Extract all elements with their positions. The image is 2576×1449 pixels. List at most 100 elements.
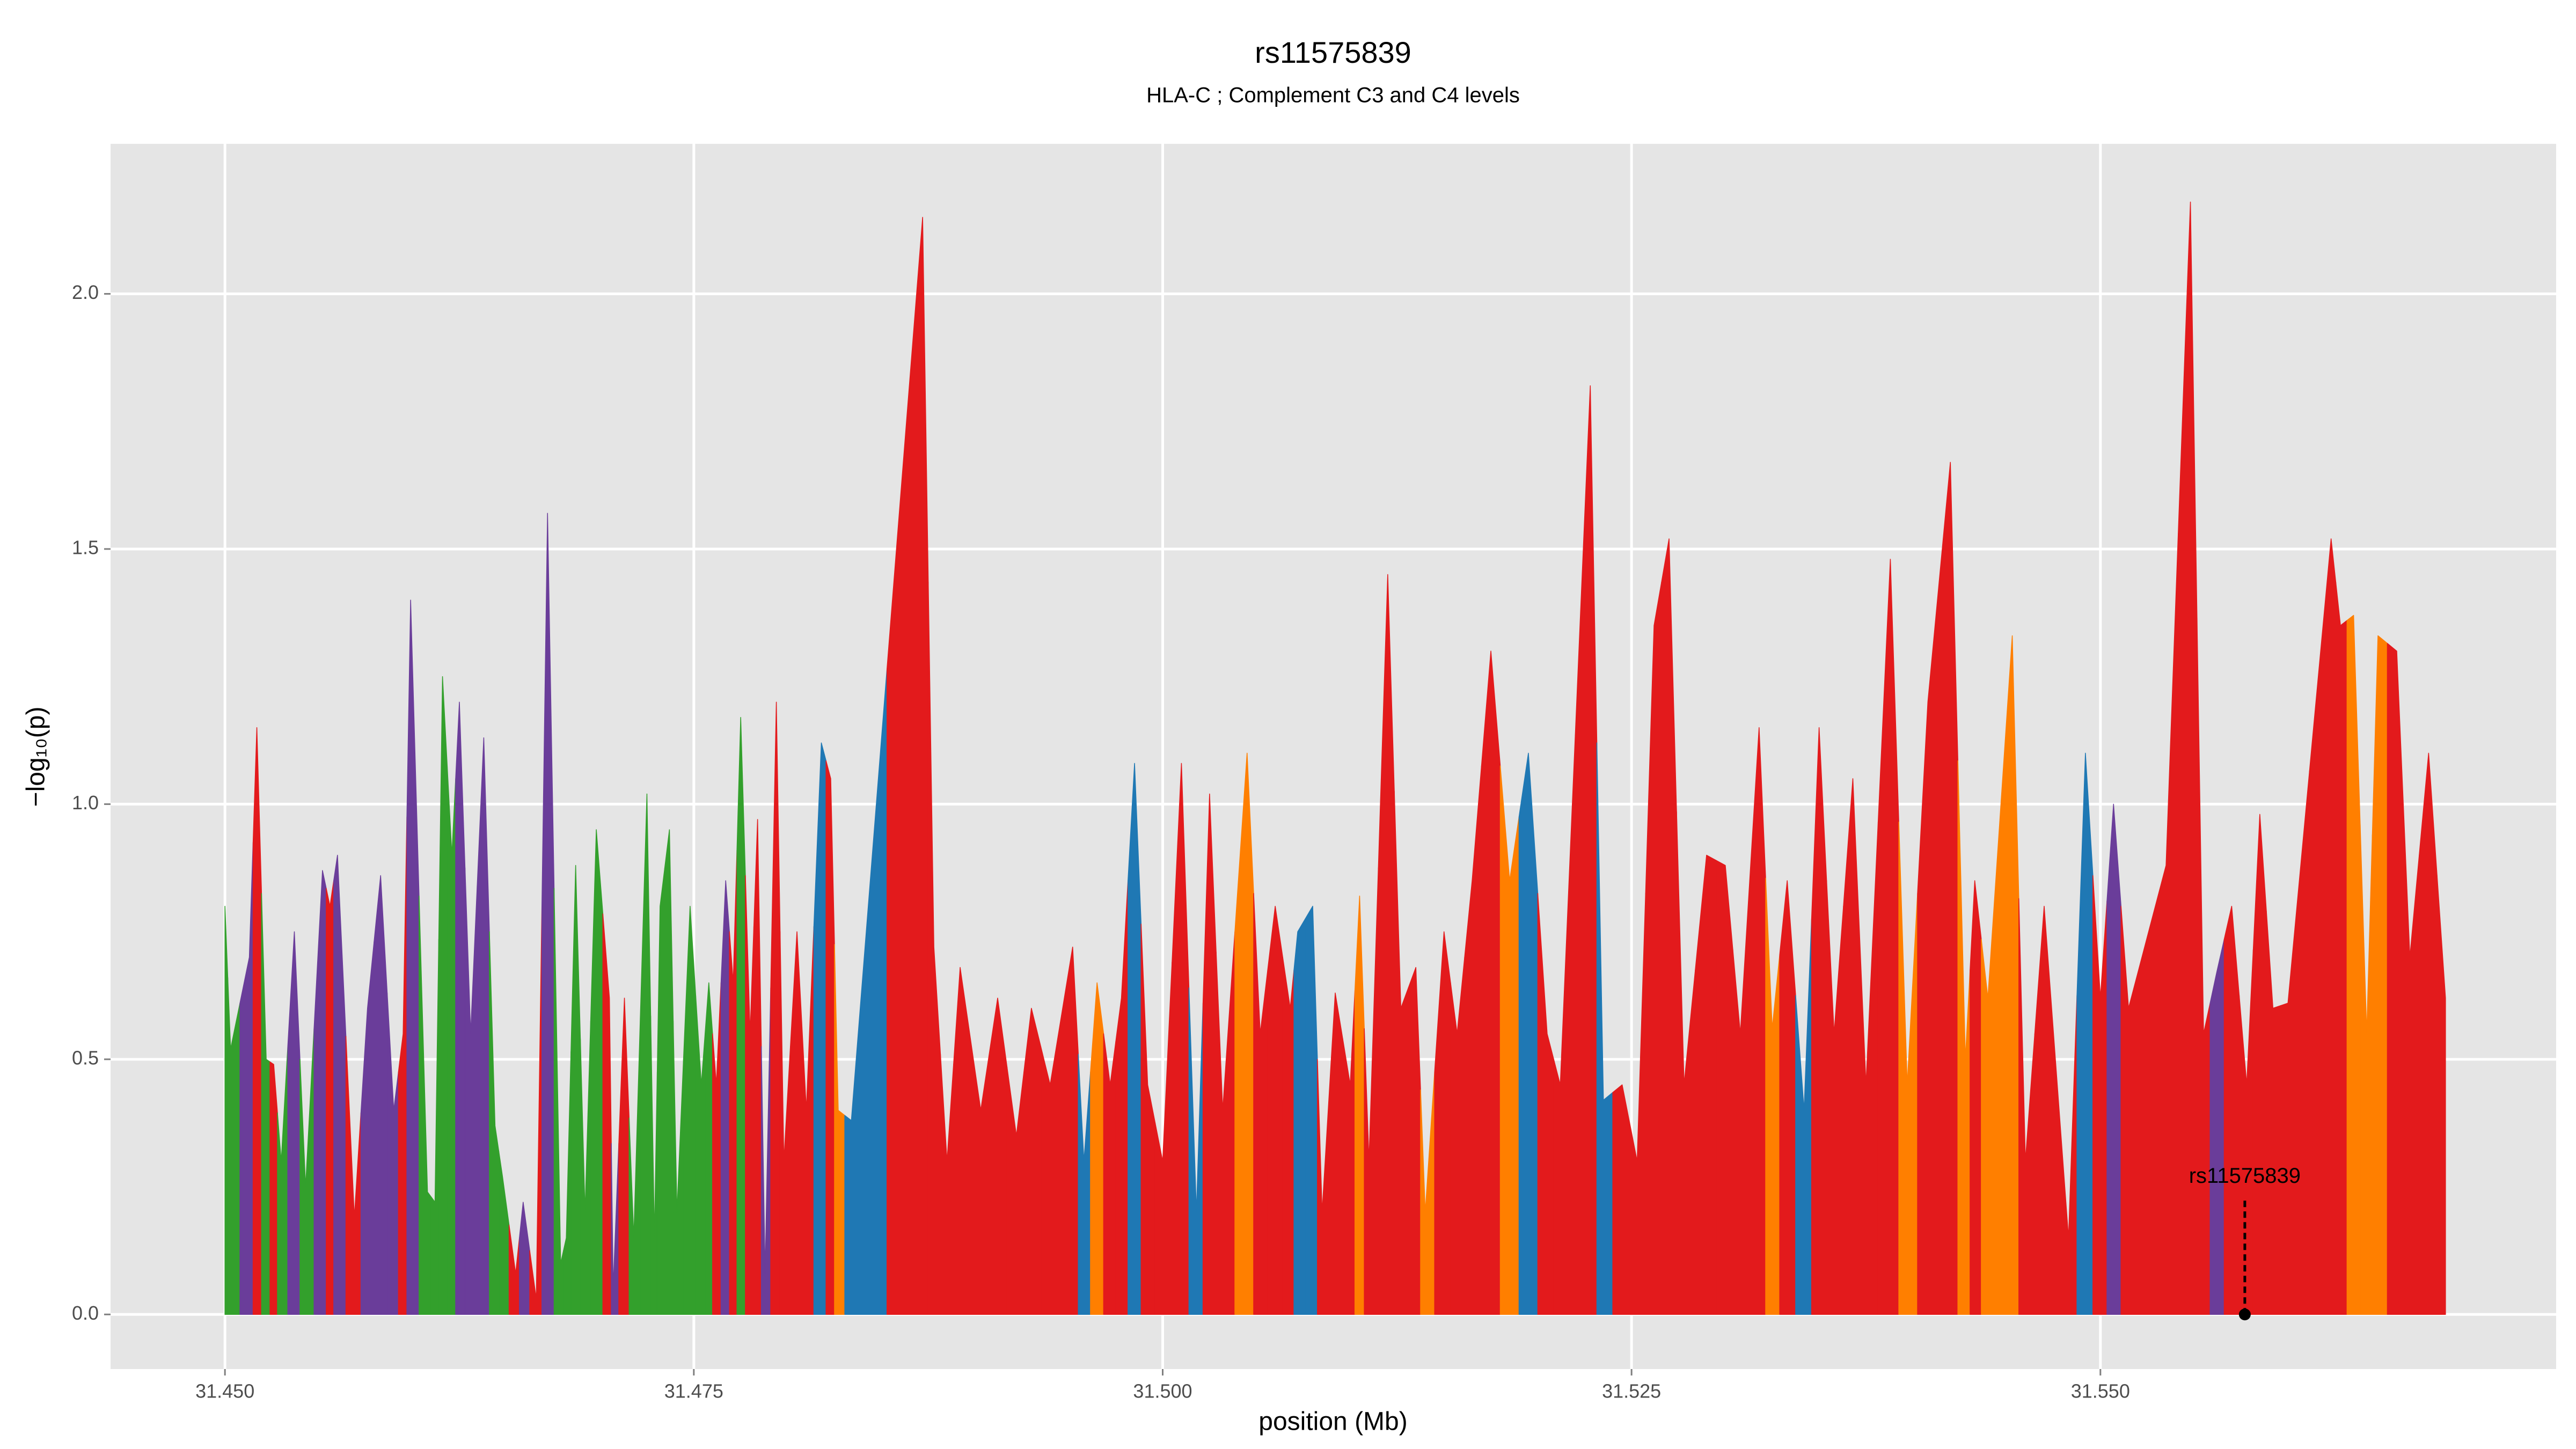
area-segment: [1293, 918, 1306, 1315]
area-segment: [360, 941, 375, 1315]
area-segment: [2076, 752, 2094, 1315]
area-segment: [1732, 880, 1751, 1315]
area-segment: [618, 997, 630, 1315]
y-tick-label: 0.0: [72, 1302, 99, 1324]
area-segment: [326, 880, 334, 1315]
area-segment: [498, 1151, 510, 1315]
area-segment: [1040, 1015, 1062, 1315]
area-segment: [455, 701, 466, 1315]
area-segment: [790, 931, 802, 1315]
area-segment: [940, 1053, 954, 1315]
area-segment: [2178, 201, 2198, 1315]
area-segment: [2252, 814, 2267, 1315]
area-segment: [1795, 918, 1812, 1315]
area-segment: [1154, 962, 1173, 1315]
area-segment: [2018, 898, 2036, 1315]
area-segment: [1645, 582, 1662, 1315]
area-segment: [745, 875, 755, 1315]
area-segment: [695, 995, 706, 1315]
area-segment: [1378, 574, 1395, 1315]
area-segment: [1877, 559, 1899, 1315]
area-segment: [729, 850, 737, 1315]
x-axis-label: position (Mb): [1258, 1408, 1407, 1436]
area-segment: [438, 676, 448, 1315]
area-segment: [570, 865, 581, 1315]
area-segment: [2403, 803, 2420, 1315]
area-segment: [563, 1051, 572, 1315]
area-segment: [1898, 821, 1918, 1315]
area-segment: [508, 1225, 520, 1315]
area-segment: [2387, 643, 2404, 1315]
area-segment: [1450, 956, 1465, 1315]
y-tick-label: 0.5: [72, 1046, 99, 1069]
area-segment: [419, 895, 432, 1315]
area-segment: [1779, 880, 1796, 1315]
area-segment: [1917, 582, 1940, 1315]
area-segment: [801, 926, 815, 1315]
area-segment: [580, 1020, 591, 1315]
area-segment: [989, 997, 1008, 1315]
area-segment: [269, 1061, 278, 1315]
area-segment: [1234, 752, 1254, 1315]
area-segment: [628, 1015, 641, 1315]
area-segment: [1253, 893, 1268, 1315]
area-segment: [1970, 880, 1982, 1315]
area-segment: [2197, 617, 2211, 1315]
x-tick-label: 31.525: [1602, 1380, 1661, 1402]
area-segment: [1553, 735, 1576, 1315]
area-segment: [1115, 880, 1129, 1315]
area-segment: [2280, 770, 2310, 1315]
area-segment: [447, 765, 456, 1315]
x-tick-label: 31.475: [664, 1380, 723, 1402]
x-tick-label: 31.500: [1133, 1380, 1192, 1402]
area-segment: [640, 793, 652, 1315]
area-segment: [2000, 635, 2019, 1315]
area-segment: [287, 931, 301, 1315]
y-tick-label: 2.0: [72, 281, 99, 303]
y-axis-label: −log₁₀(p): [22, 707, 50, 807]
area-segment: [1420, 1071, 1435, 1315]
area-segment: [1282, 956, 1294, 1315]
area-segment: [1006, 1066, 1024, 1315]
area-segment: [602, 913, 612, 1315]
area-segment: [1140, 924, 1156, 1315]
area-segment: [664, 829, 674, 1315]
area-segment: [760, 987, 771, 1315]
area-segment: [1090, 982, 1104, 1315]
area-segment: [1858, 821, 1879, 1315]
area-segment: [2092, 875, 2107, 1315]
area-segment: [1629, 893, 1646, 1315]
area-segment: [2223, 905, 2240, 1315]
area-segment: [1078, 1053, 1091, 1315]
area-segment: [1267, 905, 1283, 1315]
area-segment: [753, 819, 762, 1315]
area-segment: [1826, 880, 1844, 1315]
area-segment: [406, 599, 420, 1315]
area-segment: [430, 939, 440, 1315]
y-tick-label: 1.0: [72, 792, 99, 814]
area-segment: [2372, 635, 2388, 1315]
area-segment: [1661, 538, 1677, 1315]
area-segment: [1317, 1059, 1329, 1315]
area-segment: [1172, 763, 1190, 1315]
area-segment: [1499, 765, 1520, 1315]
area-segment: [887, 217, 929, 1315]
area-segment: [650, 1015, 658, 1315]
area-segment: [333, 854, 347, 1315]
area-segment: [2436, 875, 2446, 1315]
area-segment: [1464, 765, 1482, 1315]
area-segment: [1981, 816, 2001, 1315]
area-segment: [489, 931, 500, 1315]
area-segment: [590, 829, 604, 1315]
area-segment: [1575, 385, 1598, 1315]
area-segment: [477, 737, 490, 1315]
area-segment: [1957, 760, 1971, 1315]
area-segment: [2120, 905, 2148, 1315]
area-segment: [1481, 650, 1501, 1315]
area-segment: [313, 870, 327, 1315]
y-tick-label: 1.5: [72, 536, 99, 558]
area-segment: [672, 1020, 684, 1315]
area-segment: [239, 841, 254, 1315]
x-tick-label: 31.450: [195, 1380, 254, 1402]
